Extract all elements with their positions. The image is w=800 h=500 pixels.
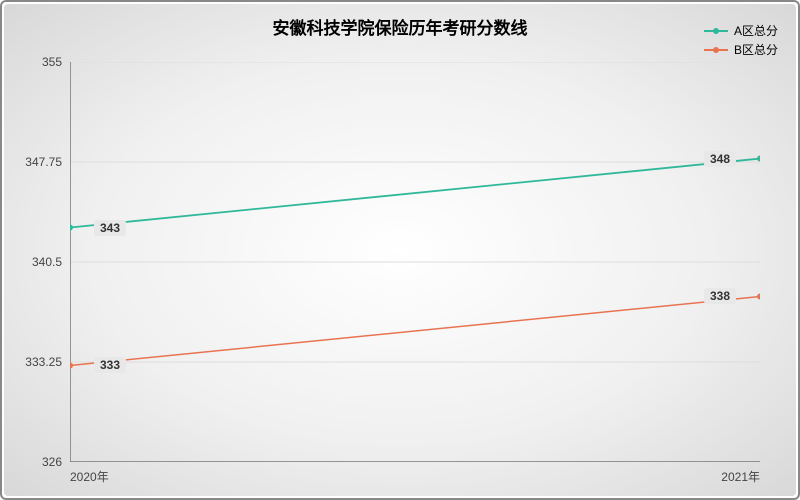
point-label: 333 [94,357,126,373]
y-tick-label: 333.25 [25,355,70,369]
legend-swatch-a [704,30,728,32]
legend-label-b: B区总分 [734,41,778,58]
x-tick-label: 2020年 [70,462,109,485]
legend-swatch-b [704,49,728,51]
chart-title: 安徽科技学院保险历年考研分数线 [2,14,798,39]
y-tick-label: 326 [42,455,70,469]
y-tick-label: 355 [42,55,70,69]
legend-label-a: A区总分 [734,22,778,39]
x-tick-label: 2021年 [721,462,760,485]
legend-item-a: A区总分 [704,22,778,39]
y-tick-label: 347.75 [25,155,70,169]
plot-svg [70,62,760,462]
legend-item-b: B区总分 [704,41,778,58]
point-label: 338 [704,288,736,304]
legend: A区总分 B区总分 [704,22,778,60]
plot-area: 326333.25340.5347.753552020年2021年3433483… [70,62,760,462]
y-tick-label: 340.5 [32,255,70,269]
point-label: 348 [704,151,736,167]
chart-container: 安徽科技学院保险历年考研分数线 A区总分 B区总分 326 333.25 340.5… [0,0,800,500]
point-label: 343 [94,220,126,236]
